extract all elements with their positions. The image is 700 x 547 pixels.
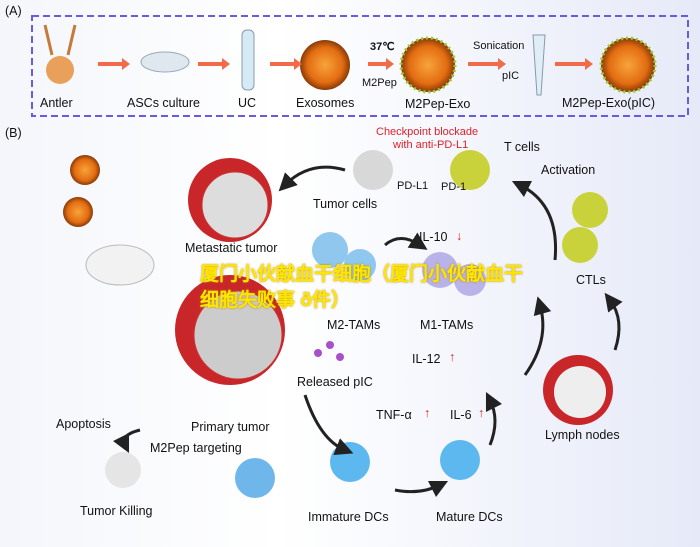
step-label: ASCs culture	[127, 96, 200, 110]
down-arrow: ↓	[456, 229, 463, 243]
step-label: Antler	[40, 96, 73, 110]
exosome-icon	[300, 40, 350, 90]
step-label: Exosomes	[296, 96, 355, 110]
deer-icon	[43, 24, 77, 84]
activation-label: Activation	[541, 163, 596, 177]
temperature-label: 37℃	[370, 41, 395, 53]
il-6-label: IL-6	[450, 408, 472, 422]
flow-arrows	[112, 165, 623, 498]
immature-dcs-label: Immature DCs	[308, 510, 389, 524]
m2pep-exo-pic-icon	[599, 36, 657, 94]
tube-icon	[241, 29, 255, 91]
sonication-label: Sonication	[473, 40, 525, 52]
pd-l1-label: PD-L1	[397, 180, 429, 192]
watermark-text: 厦门小伙献血干细胞（厦门小伙献血干细胞失败事 ð件）	[200, 264, 524, 311]
m2-tams-label: M2-TAMs	[327, 318, 381, 332]
panel-a-label: (A)	[5, 4, 22, 18]
process-arrows	[98, 58, 593, 70]
released-pic-label: Released pIC	[297, 375, 373, 389]
il-12-label: IL-12	[412, 352, 441, 366]
petri-dish-icon	[140, 51, 190, 73]
step-label: M2Pep-Exo	[405, 97, 471, 111]
pd-1-label: PD-1	[441, 181, 467, 193]
apoptosis-label: Apoptosis	[56, 417, 111, 431]
ctls-label: CTLs	[576, 273, 606, 287]
tumor-killing-label: Tumor Killing	[80, 504, 153, 518]
checkpoint-label: Checkpoint blockade	[376, 126, 479, 138]
il-10-label: IL-10	[419, 230, 448, 244]
m1-tams-label: M1-TAMs	[420, 318, 474, 332]
tumor-cells-label: Tumor cells	[313, 197, 378, 211]
lymph-nodes-label: Lymph nodes	[545, 428, 620, 442]
eppendorf-icon	[532, 34, 546, 96]
mature-dcs-label: Mature DCs	[436, 510, 503, 524]
tnf-label: TNF-α	[376, 408, 412, 422]
m2pep-label: M2Pep	[362, 77, 397, 89]
up-arrow: ↑	[478, 406, 485, 420]
t-cells-label: T cells	[504, 140, 540, 154]
metastatic-tumor-label: Metastatic tumor	[185, 241, 278, 255]
checkpoint-label-2: with anti-PD-L1	[393, 139, 469, 151]
m2pep-targeting-label: M2Pep targeting	[150, 441, 242, 455]
pic-label: pIC	[502, 70, 520, 82]
up-arrow: ↑	[424, 406, 431, 420]
step-label: M2Pep-Exo(pIC)	[562, 96, 656, 110]
up-arrow: ↑	[449, 350, 456, 364]
panel-b-cells	[63, 150, 613, 498]
m2pep-exo-icon	[399, 36, 457, 94]
primary-tumor-label: Primary tumor	[191, 420, 270, 434]
panel-a-border	[31, 15, 689, 117]
step-label: UC	[238, 96, 257, 110]
panel-b-label: (B)	[5, 126, 22, 140]
